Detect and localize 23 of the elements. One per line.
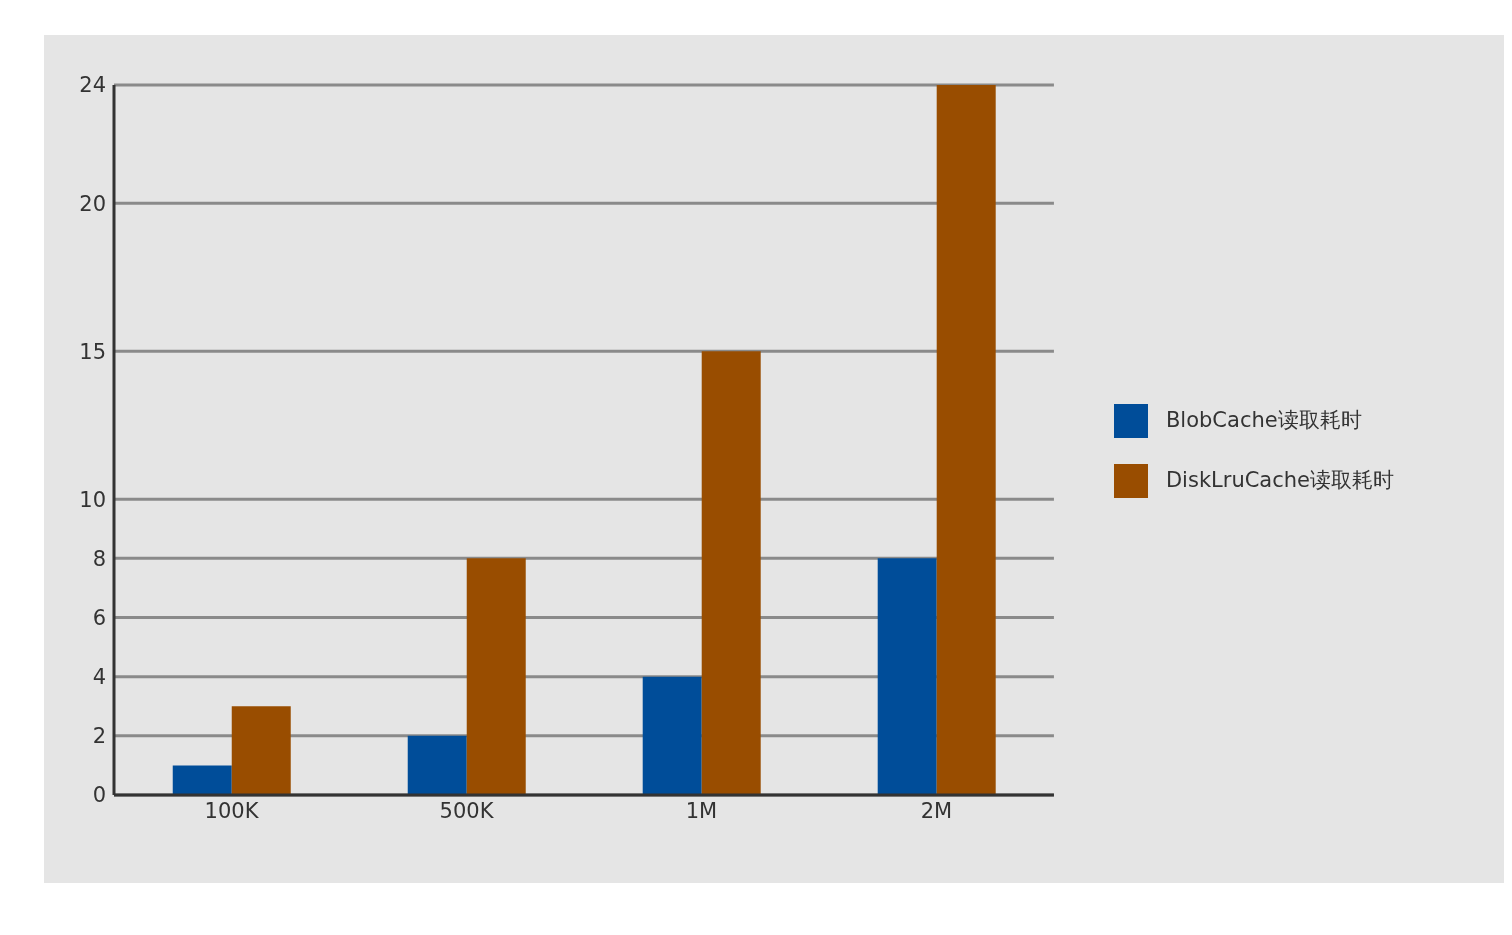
y-tick-label: 2 (92, 724, 106, 749)
bar (642, 676, 702, 795)
bar (172, 765, 232, 795)
bar (701, 351, 761, 795)
y-tick-label: 10 (79, 487, 106, 512)
y-tick-label: 24 (79, 73, 106, 98)
x-tick-label: 1M (685, 798, 718, 823)
bar (936, 85, 996, 795)
y-tick-label: 4 (92, 665, 106, 690)
y-tick-label: 0 (92, 783, 106, 808)
bar (877, 558, 937, 795)
bar (231, 706, 291, 795)
x-tick-label: 100K (204, 798, 260, 823)
bar (407, 735, 467, 795)
legend-label: BlobCache读取耗时 (1165, 408, 1362, 432)
x-tick-label: 500K (439, 798, 495, 823)
y-tick-label: 8 (92, 546, 106, 571)
bar (466, 558, 526, 795)
x-tick-label: 2M (920, 798, 953, 823)
y-tick-label: 15 (79, 339, 106, 364)
y-tick-label: 6 (92, 605, 106, 630)
legend-label: DiskLruCache读取耗时 (1165, 468, 1394, 492)
y-tick-label: 20 (79, 191, 106, 216)
